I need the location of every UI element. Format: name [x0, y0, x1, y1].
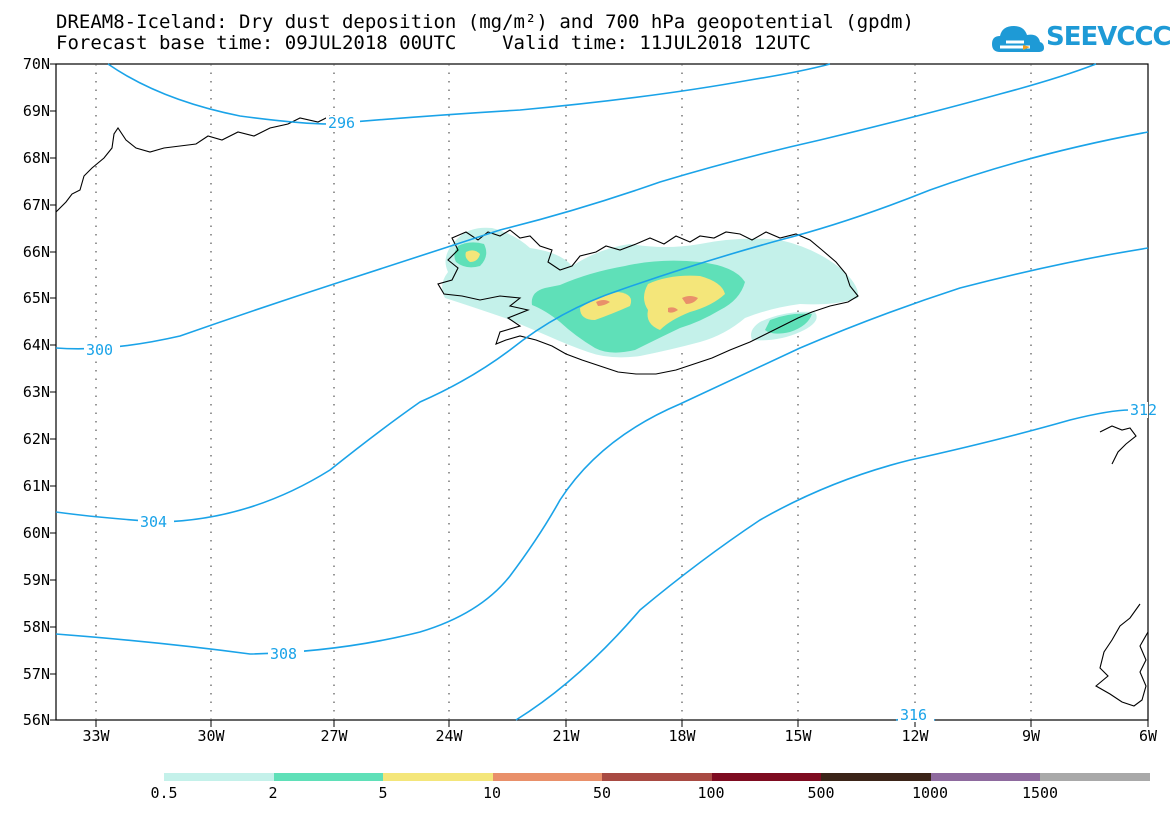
faroe-coastline: [1099, 425, 1137, 465]
scotland-coastline: [1095, 603, 1149, 707]
logo-text: SEEVCCC: [1046, 22, 1172, 52]
lon-label: 15W: [784, 727, 812, 745]
map-title: DREAM8-Iceland: Dry dust deposition (mg/…: [56, 11, 914, 33]
contour-label: 316: [900, 706, 927, 724]
legend-swatch: [1040, 773, 1150, 781]
legend-swatch: [930, 773, 1041, 781]
geopotential-contours: [55, 63, 1149, 721]
latitude-labels: 70N 69N 68N 67N 66N 65N 64N 63N 62N 61N …: [23, 55, 50, 729]
lon-label: 24W: [435, 727, 463, 745]
contour-296-north: [107, 63, 831, 125]
lon-label: 30W: [197, 727, 225, 745]
lat-label: 58N: [23, 618, 50, 636]
dust-level-5: [644, 275, 725, 330]
lat-label: 65N: [23, 289, 50, 307]
lat-label: 60N: [23, 524, 50, 542]
legend-swatch: [821, 773, 931, 781]
lon-label: 27W: [320, 727, 348, 745]
dust-deposition-field: [442, 227, 859, 358]
cloud-logo-icon: [992, 26, 1044, 52]
legend-swatch: [273, 773, 384, 781]
lat-label: 67N: [23, 196, 50, 214]
map-subtitle: Forecast base time: 09JUL2018 00UTC Vali…: [56, 32, 811, 54]
legend-label: 1500: [1021, 784, 1059, 802]
lat-label: 68N: [23, 149, 50, 167]
lat-label: 66N: [23, 243, 50, 261]
greenland-coastline: [55, 115, 331, 213]
lon-label: 21W: [552, 727, 580, 745]
legend-label: 2: [268, 784, 278, 802]
dust-level-5-nw: [465, 250, 480, 262]
dust-level-5-west: [580, 292, 632, 320]
dust-level-10: [596, 296, 698, 313]
contour-label: 300: [86, 341, 113, 359]
legend-label: 5: [378, 784, 388, 802]
contour-312: [515, 409, 1131, 721]
legend-swatch: [492, 773, 603, 781]
contour-label: 296: [328, 114, 355, 132]
lon-label: 33W: [82, 727, 110, 745]
lat-label: 63N: [23, 383, 50, 401]
lon-label: 6W: [1139, 727, 1158, 745]
legend-label: 500: [807, 784, 835, 802]
lat-label: 59N: [23, 571, 50, 589]
lat-label: 64N: [23, 336, 50, 354]
longitude-labels: 33W 30W 27W 24W 21W 18W 15W 12W 9W 6W: [82, 727, 1158, 745]
legend-label: 1000: [911, 784, 949, 802]
contour-300: [55, 63, 1097, 350]
contour-labels: 296 300 304 308 312 316: [84, 114, 1157, 724]
lon-label: 12W: [901, 727, 929, 745]
contour-label: 304: [140, 513, 167, 531]
lat-label: 61N: [23, 477, 50, 495]
lon-label: 9W: [1022, 727, 1041, 745]
contour-304: [55, 131, 1149, 523]
legend-label: 100: [697, 784, 725, 802]
lat-label: 56N: [23, 711, 50, 729]
contour-label: 312: [1130, 401, 1157, 419]
lon-label: 18W: [668, 727, 696, 745]
iceland-coastline: [437, 229, 859, 375]
seevccc-logo: SEEVCCC: [990, 18, 1172, 60]
lat-label: 70N: [23, 55, 50, 73]
legend-swatch: [383, 773, 493, 781]
legend-swatch: [164, 773, 274, 781]
legend-swatch: [602, 773, 712, 781]
coastlines: [55, 115, 1149, 707]
legend-label: 0.5: [150, 784, 178, 802]
contour-label: 308: [270, 645, 297, 663]
lat-label: 69N: [23, 102, 50, 120]
legend-label: 50: [592, 784, 612, 802]
lat-label: 57N: [23, 665, 50, 683]
legend-label: 10: [482, 784, 502, 802]
graticule: [50, 63, 1149, 727]
lat-label: 62N: [23, 430, 50, 448]
map-frame: [55, 63, 1149, 721]
legend-swatch: [711, 773, 822, 781]
